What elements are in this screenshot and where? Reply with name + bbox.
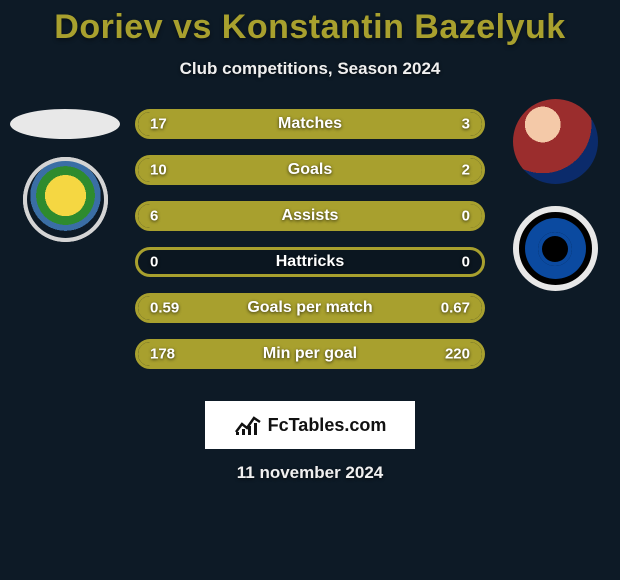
player2-photo [513,99,598,184]
stat-label: Hattricks [138,253,482,271]
brand-icon [234,414,262,436]
stat-fill-left [138,112,430,136]
player2-column [495,109,615,291]
stat-value-left: 0.59 [150,300,179,317]
player1-club-badge [23,157,108,242]
stat-fill-right [424,158,482,182]
subtitle: Club competitions, Season 2024 [0,59,620,79]
stat-row: Hattricks0 0 [135,247,485,277]
comparison-content: Matches173Goals102Assists60Hattricks00Go… [0,109,620,389]
stat-value-right: 2 [462,162,470,179]
stat-value-right: 0 [462,254,470,271]
stat-row: Goals per match0.590.67 [135,293,485,323]
stat-value-left: 0 [150,254,158,271]
stat-value-left: 6 [150,208,158,225]
comparison-card: Doriev vs Konstantin Bazelyuk Club compe… [0,0,620,580]
player1-column [5,109,125,242]
stat-bars: Matches173Goals102Assists60Hattricks00Go… [135,109,485,385]
stat-value-left: 10 [150,162,167,179]
stat-row: Goals102 [135,155,485,185]
stat-value-right: 0.67 [441,300,470,317]
player2-club-badge [513,206,598,291]
stat-fill-right [430,112,482,136]
stat-row: Min per goal178220 [135,339,485,369]
player1-photo [10,109,120,139]
stat-value-right: 3 [462,116,470,133]
stat-value-right: 0 [462,208,470,225]
brand-text: FcTables.com [268,415,387,436]
stat-row: Matches173 [135,109,485,139]
stat-value-left: 178 [150,346,175,363]
stat-fill-left [138,204,482,228]
stat-value-right: 220 [445,346,470,363]
page-title: Doriev vs Konstantin Bazelyuk [0,8,620,47]
stat-value-left: 17 [150,116,167,133]
stat-row: Assists60 [135,201,485,231]
footer-date: 11 november 2024 [0,463,620,483]
brand-badge: FcTables.com [205,401,415,449]
stat-fill-left [138,158,424,182]
